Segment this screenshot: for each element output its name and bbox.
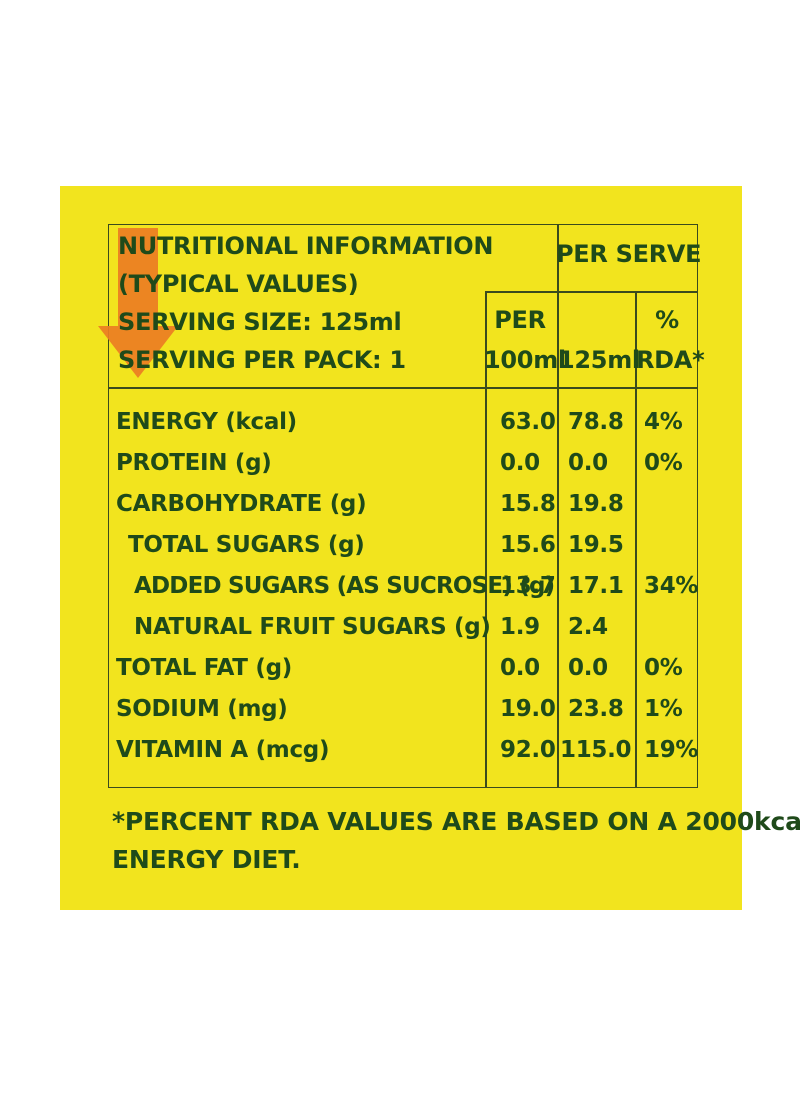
row-rda: 0%: [644, 655, 683, 681]
rule-v-label: [557, 225, 559, 787]
nutrition-table: [108, 224, 698, 788]
row-per125: 115.0: [560, 737, 632, 763]
row-per100: 1.9: [500, 614, 540, 640]
serving-size: SERVING SIZE: 125ml: [118, 308, 402, 336]
nutrition-panel: NUTRITIONAL INFORMATION (TYPICAL VALUES)…: [60, 186, 800, 910]
rule-v-per100: [485, 291, 487, 787]
row-rda: 19%: [644, 737, 699, 763]
row-per100: 0.0: [500, 655, 540, 681]
row-label: TOTAL SUGARS (g): [128, 532, 365, 558]
col-rda-line1: %: [655, 306, 679, 334]
row-rda: 4%: [644, 409, 683, 435]
row-rda: 1%: [644, 696, 683, 722]
col-per100-line2: 100ml: [484, 346, 566, 374]
per-serve-header: PER SERVE: [556, 240, 702, 268]
row-per100: 92.0: [500, 737, 556, 763]
footnote-line2: ENERGY DIET.: [112, 845, 301, 874]
down-arrow-icon: [98, 228, 178, 378]
row-label: NATURAL FRUIT SUGARS (g): [134, 614, 491, 640]
row-per125: 78.8: [568, 409, 624, 435]
col-rda-line2: RDA*: [636, 346, 705, 374]
row-per100: 0.0: [500, 450, 540, 476]
row-per100: 63.0: [500, 409, 556, 435]
table-title-line1: NUTRITIONAL INFORMATION: [118, 232, 494, 260]
row-per125: 17.1: [568, 573, 624, 599]
row-label: PROTEIN (g): [116, 450, 272, 476]
row-label: CARBOHYDRATE (g): [116, 491, 367, 517]
row-per125: 0.0: [568, 655, 608, 681]
rule-h-header: [109, 387, 697, 389]
row-per100: 15.8: [500, 491, 556, 517]
col-per100-line1: PER: [494, 306, 546, 334]
row-label: ADDED SUGARS (AS SUCROSE) (g): [134, 573, 555, 599]
row-per125: 19.8: [568, 491, 624, 517]
row-per125: 0.0: [568, 450, 608, 476]
footnote-line1: *PERCENT RDA VALUES ARE BASED ON A 2000k…: [112, 807, 800, 836]
row-label: TOTAL FAT (g): [116, 655, 292, 681]
row-per100: 13.7: [500, 573, 556, 599]
row-per100: 15.6: [500, 532, 556, 558]
col-125-header: 125ml: [558, 346, 640, 374]
row-rda: 0%: [644, 450, 683, 476]
row-per125: 23.8: [568, 696, 624, 722]
rule-v-rda: [635, 291, 637, 787]
row-label: SODIUM (mg): [116, 696, 288, 722]
table-title-line2: (TYPICAL VALUES): [118, 270, 359, 298]
row-per100: 19.0: [500, 696, 556, 722]
row-rda: 34%: [644, 573, 699, 599]
row-per125: 19.5: [568, 532, 624, 558]
row-label: VITAMIN A (mcg): [116, 737, 330, 763]
row-per125: 2.4: [568, 614, 608, 640]
rule-h-perserve: [485, 291, 697, 293]
row-label: ENERGY (kcal): [116, 409, 297, 435]
serving-per-pack: SERVING PER PACK: 1: [118, 346, 406, 374]
